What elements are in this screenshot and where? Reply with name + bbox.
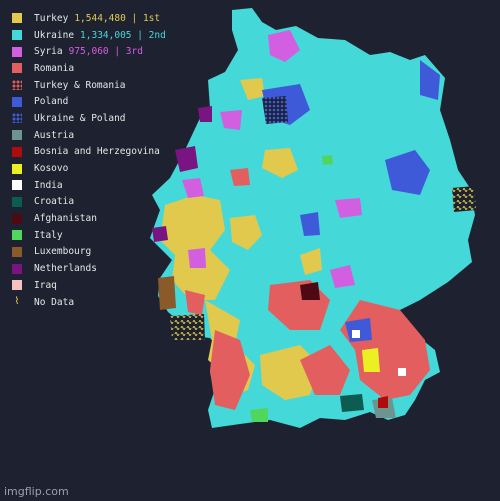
legend-label: Syria — [34, 46, 63, 58]
legend-stat: 975,060 | 3rd — [68, 46, 143, 58]
legend-item: Syria 975,060 | 3rd — [12, 43, 222, 60]
legend-swatch — [12, 246, 22, 257]
watermark: imgflip.com — [4, 485, 69, 498]
region-romania-franconia — [300, 345, 350, 395]
legend-stat: 1,334,005 | 2nd — [80, 29, 166, 41]
legend-swatch — [12, 280, 22, 291]
legend-swatch — [12, 80, 22, 91]
region-syria-south-center — [330, 265, 355, 288]
legend-item: Austria — [12, 127, 222, 144]
region-syria-lower-saxony — [220, 110, 242, 130]
region-romania-south — [210, 330, 250, 410]
region-romania-kassel — [230, 168, 250, 186]
region-italy-a — [250, 408, 268, 422]
legend-swatch — [12, 213, 22, 224]
region-kosovo — [362, 348, 380, 372]
legend-swatch — [12, 180, 22, 191]
legend-label: Bosnia and Herzegovina — [34, 146, 160, 158]
region-syria-rhine — [188, 248, 206, 268]
region-syria-north — [268, 30, 300, 62]
legend-swatch — [12, 96, 22, 107]
region-nodata-east — [452, 186, 476, 212]
legend-label: Poland — [34, 96, 69, 108]
nodata-icon: ⌇ — [12, 297, 22, 308]
region-netherlands-c — [198, 106, 212, 122]
region-turkey-west — [160, 195, 230, 300]
region-syria-center — [335, 198, 362, 218]
legend-label: Kosovo — [34, 163, 69, 175]
legend-item: Romania — [12, 60, 222, 77]
region-poland-northeast — [420, 60, 440, 100]
legend-label: Afghanistan — [34, 213, 97, 225]
region-turkey-north — [262, 148, 298, 178]
legend-label: Luxembourg — [34, 246, 92, 258]
region-turkey-hamburg — [240, 78, 265, 100]
legend-swatch — [12, 196, 22, 207]
legend-item: Netherlands — [12, 260, 222, 277]
region-italy-b — [322, 155, 333, 165]
region-bosnia — [378, 396, 388, 408]
region-poland-center — [300, 212, 320, 236]
legend-item: Kosovo — [12, 160, 222, 177]
region-syria-west — [182, 178, 204, 198]
legend-label: Ukraine — [34, 29, 75, 41]
region-netherlands-a — [175, 146, 198, 172]
legend-swatch — [12, 13, 22, 24]
legend-stat: 1,544,480 | 1st — [74, 12, 161, 24]
legend-swatch — [12, 46, 22, 57]
legend-swatch — [12, 146, 22, 157]
region-india-a — [352, 330, 360, 338]
legend-label: No Data — [34, 296, 75, 308]
region-afghanistan — [300, 282, 320, 300]
legend-item: Turkey & Romania — [12, 77, 222, 94]
legend-label: Turkey & Romania — [34, 79, 126, 91]
legend-item: India — [12, 177, 222, 194]
legend-label: Netherlands — [34, 263, 97, 275]
region-romania-west — [185, 290, 205, 315]
region-turkey-center — [230, 215, 262, 250]
legend-item: Italy — [12, 227, 222, 244]
legend-item: Turkey 1,544,480 | 1st — [12, 10, 222, 27]
region-netherlands-b — [152, 226, 168, 242]
legend-swatch — [12, 113, 22, 124]
legend-item: Ukraine 1,334,005 | 2nd — [12, 27, 222, 44]
legend-swatch — [12, 263, 22, 274]
region-india-b — [398, 368, 406, 376]
legend-swatch — [12, 130, 22, 141]
legend-item: Ukraine & Poland — [12, 110, 222, 127]
legend-label: Croatia — [34, 196, 75, 208]
legend-item: ⌇ No Data — [12, 294, 222, 311]
legend-item: Croatia — [12, 194, 222, 211]
legend-label: Italy — [34, 229, 63, 241]
legend-swatch — [12, 163, 22, 174]
legend-item: Iraq — [12, 277, 222, 294]
legend-item: Poland — [12, 93, 222, 110]
region-croatia — [340, 394, 364, 412]
legend-label: India — [34, 179, 63, 191]
legend-swatch — [12, 63, 22, 74]
region-luxembourg — [158, 276, 176, 310]
legend-label: Austria — [34, 129, 75, 141]
legend-swatch — [12, 230, 22, 241]
legend-label: Iraq — [34, 279, 57, 291]
legend: Turkey 1,544,480 | 1st Ukraine 1,334,005 | … — [12, 10, 222, 310]
legend-item: Afghanistan — [12, 210, 222, 227]
legend-label: Turkey — [34, 12, 69, 24]
region-nodata-west — [170, 314, 205, 340]
legend-label: Ukraine & Poland — [34, 112, 126, 124]
legend-label: Romania — [34, 62, 75, 74]
legend-swatch — [12, 30, 22, 41]
region-poland-brandenburg — [385, 150, 430, 195]
region-ukraine-poland — [262, 96, 288, 124]
legend-item: Luxembourg — [12, 244, 222, 261]
legend-item: Bosnia and Herzegovina — [12, 144, 222, 161]
region-turkey-east — [300, 248, 322, 275]
